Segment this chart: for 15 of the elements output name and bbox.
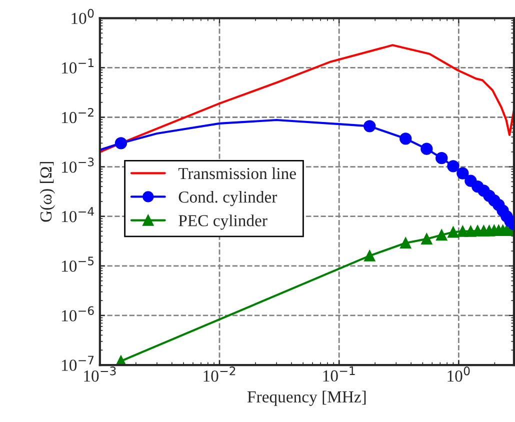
x-tick-label: 10$^{0}$: [448, 366, 470, 382]
legend-label: PEC cylinder: [178, 214, 268, 230]
y-tick-label: 10$^{0}$: [72, 8, 94, 24]
y-tick-label: 10$^{−2}$: [62, 108, 94, 124]
y-tick-label: 10$^{−3}$: [62, 158, 94, 173]
y-axis-title: G(ω) [Ω]: [40, 162, 55, 222]
y-tick-label: 10$^{−5}$: [62, 256, 94, 272]
x-tick-label: 10$^{−2}$: [204, 366, 236, 382]
y-tick-label: 10$^{−6}$: [62, 306, 94, 322]
x-tick-label: 10$^{−1}$: [323, 366, 355, 382]
legend-label: Cond. cylinder: [178, 190, 278, 206]
legend-label: Transmission line: [178, 167, 296, 180]
y-tick-label: 10$^{−4}$: [62, 207, 94, 222]
x-axis-title: Frequency [MHz]: [247, 390, 366, 406]
y-tick-label: 10$^{−1}$: [62, 58, 94, 74]
